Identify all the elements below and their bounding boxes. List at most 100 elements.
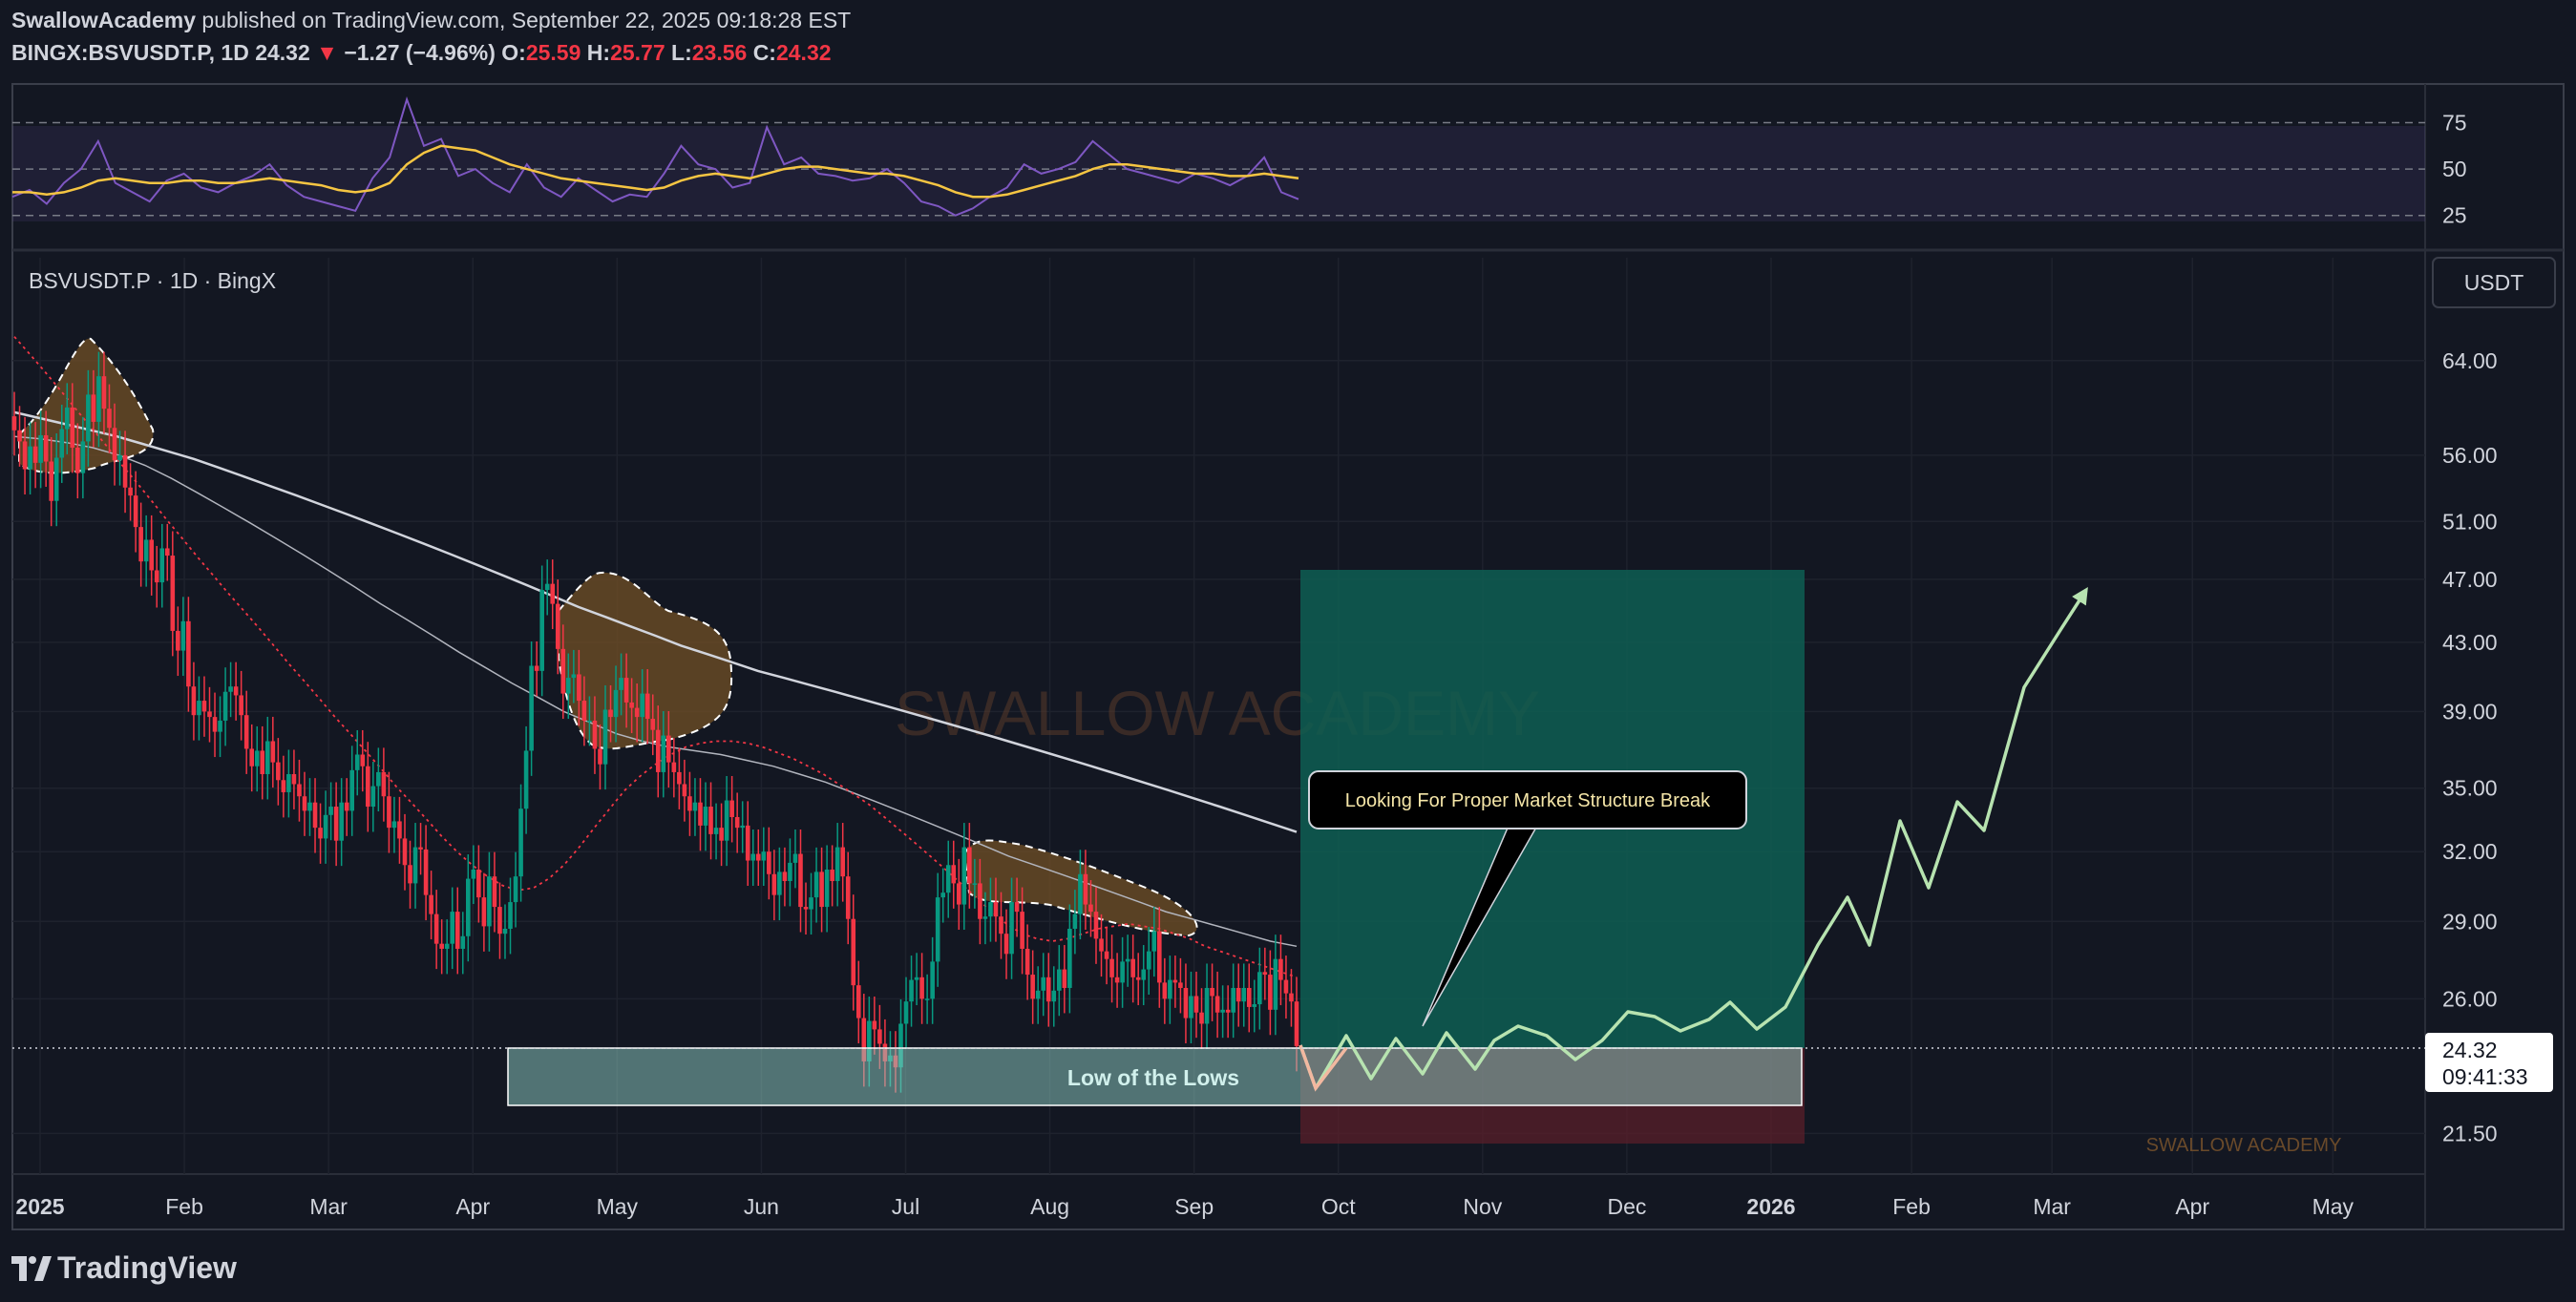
candle-body: [96, 376, 101, 422]
candle-body: [587, 720, 592, 723]
low-value: 23.56: [691, 40, 748, 65]
candle-body: [270, 741, 276, 763]
price-scale: 64.00 56.00 51.00 47.00 43.00 39.00 35.00 32.00…: [2442, 348, 2498, 1146]
time-tick-label: Mar: [2033, 1194, 2071, 1219]
candle-body: [207, 711, 212, 718]
candle-body: [767, 851, 771, 874]
candle-body: [1078, 873, 1083, 914]
candle-body: [239, 695, 243, 716]
candle-body: [1268, 975, 1273, 1010]
time-tick-label: Feb: [1892, 1194, 1931, 1219]
time-tick-label: Feb: [165, 1194, 203, 1219]
candle-body: [1241, 987, 1247, 1002]
candle-body: [692, 802, 698, 811]
time-tick-label: Apr: [455, 1194, 490, 1219]
candle-body: [734, 816, 740, 829]
down-arrow-icon: ▼: [316, 40, 338, 65]
candle-body: [988, 902, 993, 917]
candle-body: [919, 976, 924, 999]
candle-body: [771, 873, 777, 895]
currency-button[interactable]: [2432, 257, 2556, 308]
high-label: H:: [586, 40, 611, 65]
candle-body: [650, 719, 656, 730]
candle-body: [867, 1020, 872, 1061]
candle-body: [370, 786, 376, 808]
candle-body: [703, 807, 708, 826]
candle-body: [117, 454, 122, 461]
candle-body: [629, 702, 634, 708]
price-tick-label: 29.00: [2442, 909, 2498, 934]
candle-body: [845, 876, 851, 919]
time-tick-label: Aug: [1030, 1194, 1069, 1219]
time-tick-label: Dec: [1607, 1194, 1646, 1219]
candle-body: [138, 527, 143, 562]
candle-body: [349, 769, 355, 811]
rsi-line: [11, 96, 1299, 217]
candle-body: [1125, 958, 1130, 962]
candle-body: [909, 979, 914, 1002]
candle-body: [655, 729, 661, 772]
candle-body: [534, 665, 539, 671]
candle-body: [1024, 948, 1030, 976]
time-tick-label: May: [2312, 1194, 2354, 1219]
candle-body: [154, 570, 159, 583]
candle-body: [433, 914, 439, 944]
candle-body: [454, 912, 460, 949]
candle-body: [539, 590, 544, 671]
candle-body: [729, 800, 734, 817]
time-tick-label: Sep: [1174, 1194, 1214, 1219]
candle-body: [813, 872, 819, 898]
ma-200-line: [13, 410, 1298, 833]
price-tick-label: 21.50: [2442, 1121, 2498, 1145]
candle-body: [956, 883, 961, 905]
candle-body: [402, 838, 408, 866]
chart-frame: [11, 83, 2565, 1230]
candle-body: [59, 429, 65, 458]
candle-body: [1104, 951, 1109, 959]
candle-body: [1146, 951, 1151, 970]
tradingview-logo[interactable]: TradingView: [11, 1250, 237, 1286]
candle-body: [792, 853, 798, 863]
candle-body: [460, 935, 466, 949]
symbol-legend: BSVUSDT.P · 1D · BingX: [29, 268, 276, 293]
author-name[interactable]: SwallowAcademy: [11, 8, 197, 32]
candle-body: [682, 784, 687, 797]
candle-body: [38, 434, 43, 463]
low-of-lows-zone[interactable]: [507, 1047, 1803, 1106]
candle-body: [1199, 1012, 1204, 1024]
candle-body: [191, 686, 197, 716]
candle-body: [824, 870, 830, 908]
candle-body: [1014, 902, 1020, 913]
candle-body: [508, 902, 513, 929]
candle-body: [307, 802, 312, 811]
projection-path[interactable]: [1299, 587, 2088, 1090]
price-tick-label: 26.00: [2442, 986, 2498, 1011]
candle-body: [1056, 969, 1062, 991]
candle-body: [830, 870, 834, 881]
candle-body: [761, 851, 767, 861]
rsi-tick-label: 75: [2442, 110, 2467, 135]
candle-body: [487, 876, 492, 927]
candle-body: [581, 701, 587, 721]
candle-body: [1003, 934, 1009, 955]
candle-body: [360, 754, 366, 766]
candle-body: [677, 771, 682, 785]
candle-body: [471, 870, 476, 879]
rsi-ma-line: [12, 144, 1299, 199]
candle-body: [861, 1018, 867, 1061]
candle-body: [1289, 993, 1294, 1002]
time-tick-label: 2025: [15, 1194, 64, 1219]
callout-box[interactable]: [1308, 770, 1747, 830]
projection-dip: [1299, 1044, 1348, 1092]
candle-body: [1172, 979, 1178, 983]
candle-body: [64, 407, 70, 430]
candle-body: [967, 847, 972, 884]
price-tick-label: 56.00: [2442, 443, 2498, 468]
candle-body: [1045, 976, 1051, 1002]
candle-body: [233, 686, 239, 696]
candle-body: [877, 1029, 882, 1044]
candle-body: [1030, 975, 1035, 999]
rsi-pane: 75 50 25: [11, 96, 2467, 228]
candle-body: [143, 539, 149, 562]
